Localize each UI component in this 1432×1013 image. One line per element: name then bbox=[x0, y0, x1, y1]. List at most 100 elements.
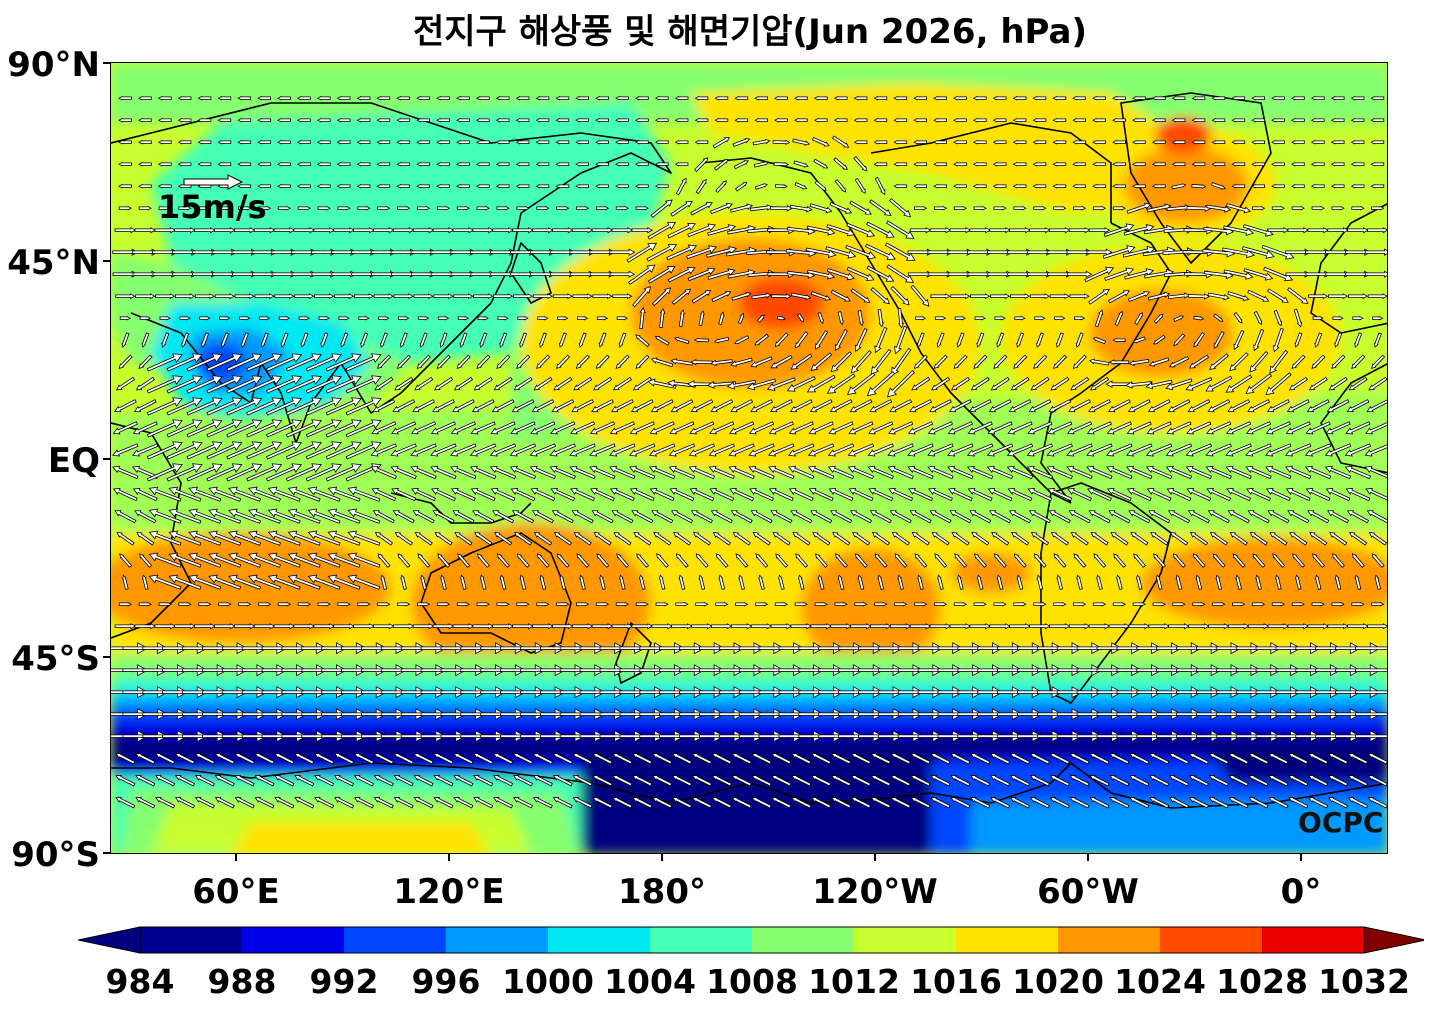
wind-vector bbox=[890, 753, 911, 765]
wind-vector bbox=[340, 332, 349, 348]
wind-vector bbox=[1291, 95, 1305, 101]
wind-vector bbox=[1308, 753, 1329, 765]
wind-vector bbox=[475, 95, 490, 101]
wind-vector bbox=[730, 399, 754, 413]
wind-vector bbox=[418, 315, 430, 321]
wind-vector bbox=[609, 488, 635, 502]
wind-vector bbox=[356, 139, 371, 145]
wind-vector bbox=[990, 376, 1010, 391]
wind-vector bbox=[987, 488, 1013, 502]
wind-vector bbox=[947, 421, 973, 435]
wind-vector bbox=[267, 530, 301, 546]
wind-vector bbox=[690, 399, 714, 413]
wind-vector bbox=[953, 95, 967, 101]
wind-vector bbox=[648, 443, 676, 457]
wind-vector bbox=[1225, 374, 1253, 393]
wind-vector bbox=[177, 117, 192, 123]
wind-vector bbox=[114, 510, 137, 524]
wind-vector bbox=[1033, 553, 1047, 568]
wind-vector bbox=[1092, 337, 1107, 345]
colorbar-level-label: 1016 bbox=[910, 962, 1002, 1001]
wind-vector bbox=[493, 753, 514, 765]
wind-vector bbox=[1291, 354, 1306, 369]
wind-vector bbox=[377, 205, 391, 211]
wind-vector bbox=[248, 486, 281, 502]
wind-vector bbox=[396, 161, 411, 167]
wind-vector bbox=[168, 530, 202, 546]
wind-vector bbox=[850, 288, 871, 303]
wind-vector bbox=[285, 441, 322, 460]
wind-vector bbox=[1014, 315, 1026, 321]
wind-vector bbox=[556, 354, 571, 369]
wind-vector bbox=[949, 227, 972, 234]
wind-vector bbox=[1351, 601, 1365, 607]
wind-vector bbox=[1268, 775, 1289, 787]
wind-vector bbox=[1030, 531, 1050, 546]
wind-vector bbox=[671, 623, 693, 630]
wind-vector bbox=[376, 117, 391, 123]
wind-vector bbox=[890, 285, 910, 306]
wind-vector bbox=[774, 601, 788, 607]
wind-vector bbox=[987, 421, 1013, 435]
wind-vector bbox=[532, 293, 553, 300]
wind-vector bbox=[1330, 183, 1345, 189]
wind-vector bbox=[889, 510, 912, 524]
wind-vector bbox=[214, 797, 235, 809]
wind-vector bbox=[794, 331, 809, 349]
wind-vector bbox=[973, 601, 987, 607]
wind-vector bbox=[612, 753, 633, 765]
wind-vector bbox=[1324, 465, 1352, 480]
wind-vector bbox=[947, 443, 974, 457]
wind-vector bbox=[877, 309, 884, 328]
wind-vector bbox=[592, 797, 613, 809]
wind-vector bbox=[618, 574, 626, 590]
wind-vector bbox=[287, 486, 321, 502]
wind-vector bbox=[266, 353, 303, 372]
wind-vector bbox=[431, 488, 456, 502]
wind-vector bbox=[134, 623, 157, 630]
wind-vector bbox=[1249, 351, 1269, 373]
wind-vector bbox=[1072, 161, 1087, 167]
wind-vector bbox=[157, 117, 172, 123]
wind-vector bbox=[197, 139, 212, 145]
wind-vector bbox=[1271, 183, 1285, 189]
wind-vector bbox=[413, 775, 434, 787]
wind-vector bbox=[453, 797, 474, 809]
wind-vector bbox=[186, 419, 223, 438]
wind-vector bbox=[913, 95, 928, 101]
wind-vector bbox=[874, 601, 888, 607]
wind-vector bbox=[786, 226, 816, 236]
wind-vector bbox=[234, 753, 255, 765]
wind-vector bbox=[413, 753, 434, 765]
wind-vector bbox=[636, 553, 650, 568]
wind-vector bbox=[457, 553, 471, 568]
wind-vector bbox=[313, 623, 335, 630]
wind-vector bbox=[993, 205, 1007, 211]
wind-vector bbox=[492, 510, 515, 524]
wind-vector bbox=[1053, 601, 1067, 607]
wind-vector bbox=[1132, 161, 1146, 167]
wind-vector bbox=[877, 574, 885, 590]
wind-vector bbox=[112, 443, 139, 457]
wind-vector bbox=[1175, 574, 1183, 590]
wind-vector bbox=[1109, 797, 1130, 809]
wind-vector bbox=[377, 553, 391, 568]
wind-vector bbox=[347, 486, 381, 502]
wind-vector bbox=[569, 421, 596, 435]
wind-vector bbox=[132, 465, 159, 480]
wind-vector bbox=[575, 354, 590, 369]
wind-vector bbox=[775, 553, 789, 568]
wind-vector bbox=[674, 139, 689, 145]
wind-vector bbox=[575, 117, 589, 123]
wind-vector bbox=[595, 95, 609, 101]
wind-vector bbox=[1029, 293, 1050, 300]
wind-vector bbox=[1171, 117, 1186, 123]
wind-vector bbox=[430, 465, 457, 480]
wind-vector bbox=[650, 399, 674, 413]
wind-vector bbox=[1370, 117, 1385, 123]
wind-vector bbox=[1292, 553, 1306, 568]
wind-vector bbox=[556, 553, 570, 568]
wind-vector bbox=[771, 753, 792, 765]
wind-vector bbox=[1307, 227, 1329, 234]
wind-vector bbox=[1207, 399, 1231, 413]
